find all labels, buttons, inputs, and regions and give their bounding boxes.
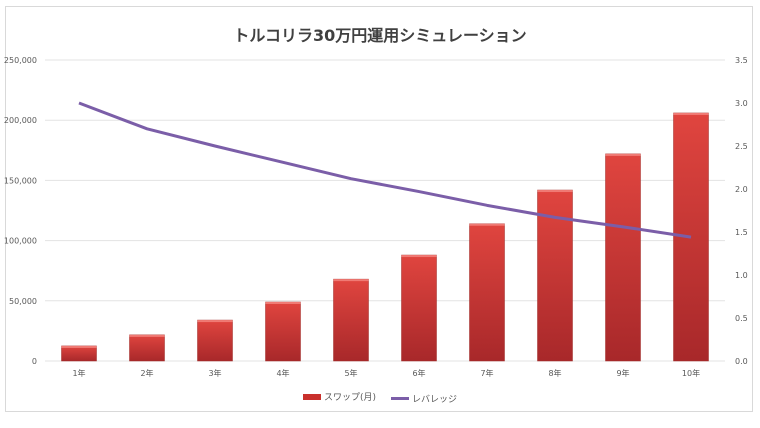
legend-item-leverage: レバレッジ <box>390 392 457 405</box>
y-left-tick-label: 100,000 <box>4 237 37 246</box>
bar-highlight <box>265 302 301 305</box>
line-series-leverage <box>78 101 692 239</box>
bar <box>265 301 301 362</box>
y-right-tick-label: 1.0 <box>735 271 748 280</box>
y-right-tick-label: 2.5 <box>735 142 748 151</box>
chart-title: トルコリラ30万円運用シミュレーション <box>233 26 527 45</box>
legend-swatch-bar <box>303 393 322 400</box>
x-tick-label: 3年 <box>208 368 221 378</box>
y-left-tick-label: 0 <box>32 357 37 366</box>
x-tick-label: 8年 <box>548 368 561 378</box>
legend-label: レバレッジ <box>411 394 457 405</box>
bar <box>197 319 233 362</box>
legend-label: スワップ(月) <box>324 393 377 403</box>
x-tick-label: 2年 <box>140 368 153 378</box>
y-right-tick-label: 1.5 <box>735 228 748 237</box>
bar <box>61 345 97 362</box>
legend-swatch-line <box>390 396 409 400</box>
x-tick-label: 4年 <box>276 368 289 378</box>
bar <box>129 334 165 362</box>
bar-highlight <box>469 223 505 226</box>
y-right-tick-label: 0.5 <box>735 314 748 323</box>
chart-frame <box>5 6 753 412</box>
x-tick-label: 6年 <box>412 368 425 378</box>
y-left-tick-label: 200,000 <box>4 116 37 125</box>
bar-highlight <box>401 255 437 258</box>
x-tick-label: 7年 <box>480 368 493 378</box>
y-right-tick-label: 0.0 <box>735 357 748 366</box>
bar <box>469 223 505 362</box>
bar-highlight <box>605 153 641 156</box>
bar-highlight <box>333 279 369 282</box>
y-left-tick-label: 250,000 <box>4 56 37 65</box>
x-tick-label: 1年 <box>72 368 85 378</box>
y-right-tick-label: 3.0 <box>735 99 748 108</box>
bar <box>605 153 641 362</box>
y-left-tick-label: 50,000 <box>9 297 37 306</box>
legend: スワップ(月) レバレッジ <box>0 390 760 405</box>
bar-highlight <box>197 320 233 323</box>
x-tick-label: 5年 <box>344 368 357 378</box>
bar-highlight <box>537 190 573 193</box>
legend-item-swap: スワップ(月) <box>303 390 376 403</box>
bar-highlight <box>61 345 97 348</box>
y-left-tick-label: 150,000 <box>4 176 37 185</box>
y-right-tick-label: 2.0 <box>735 185 748 194</box>
x-tick-label: 9年 <box>616 368 629 378</box>
bar <box>401 254 437 362</box>
x-tick-label: 10年 <box>682 368 700 378</box>
bar-highlight <box>129 334 165 337</box>
bar <box>333 278 369 362</box>
bar-highlight <box>673 112 709 115</box>
y-right-tick-label: 3.5 <box>735 56 748 65</box>
